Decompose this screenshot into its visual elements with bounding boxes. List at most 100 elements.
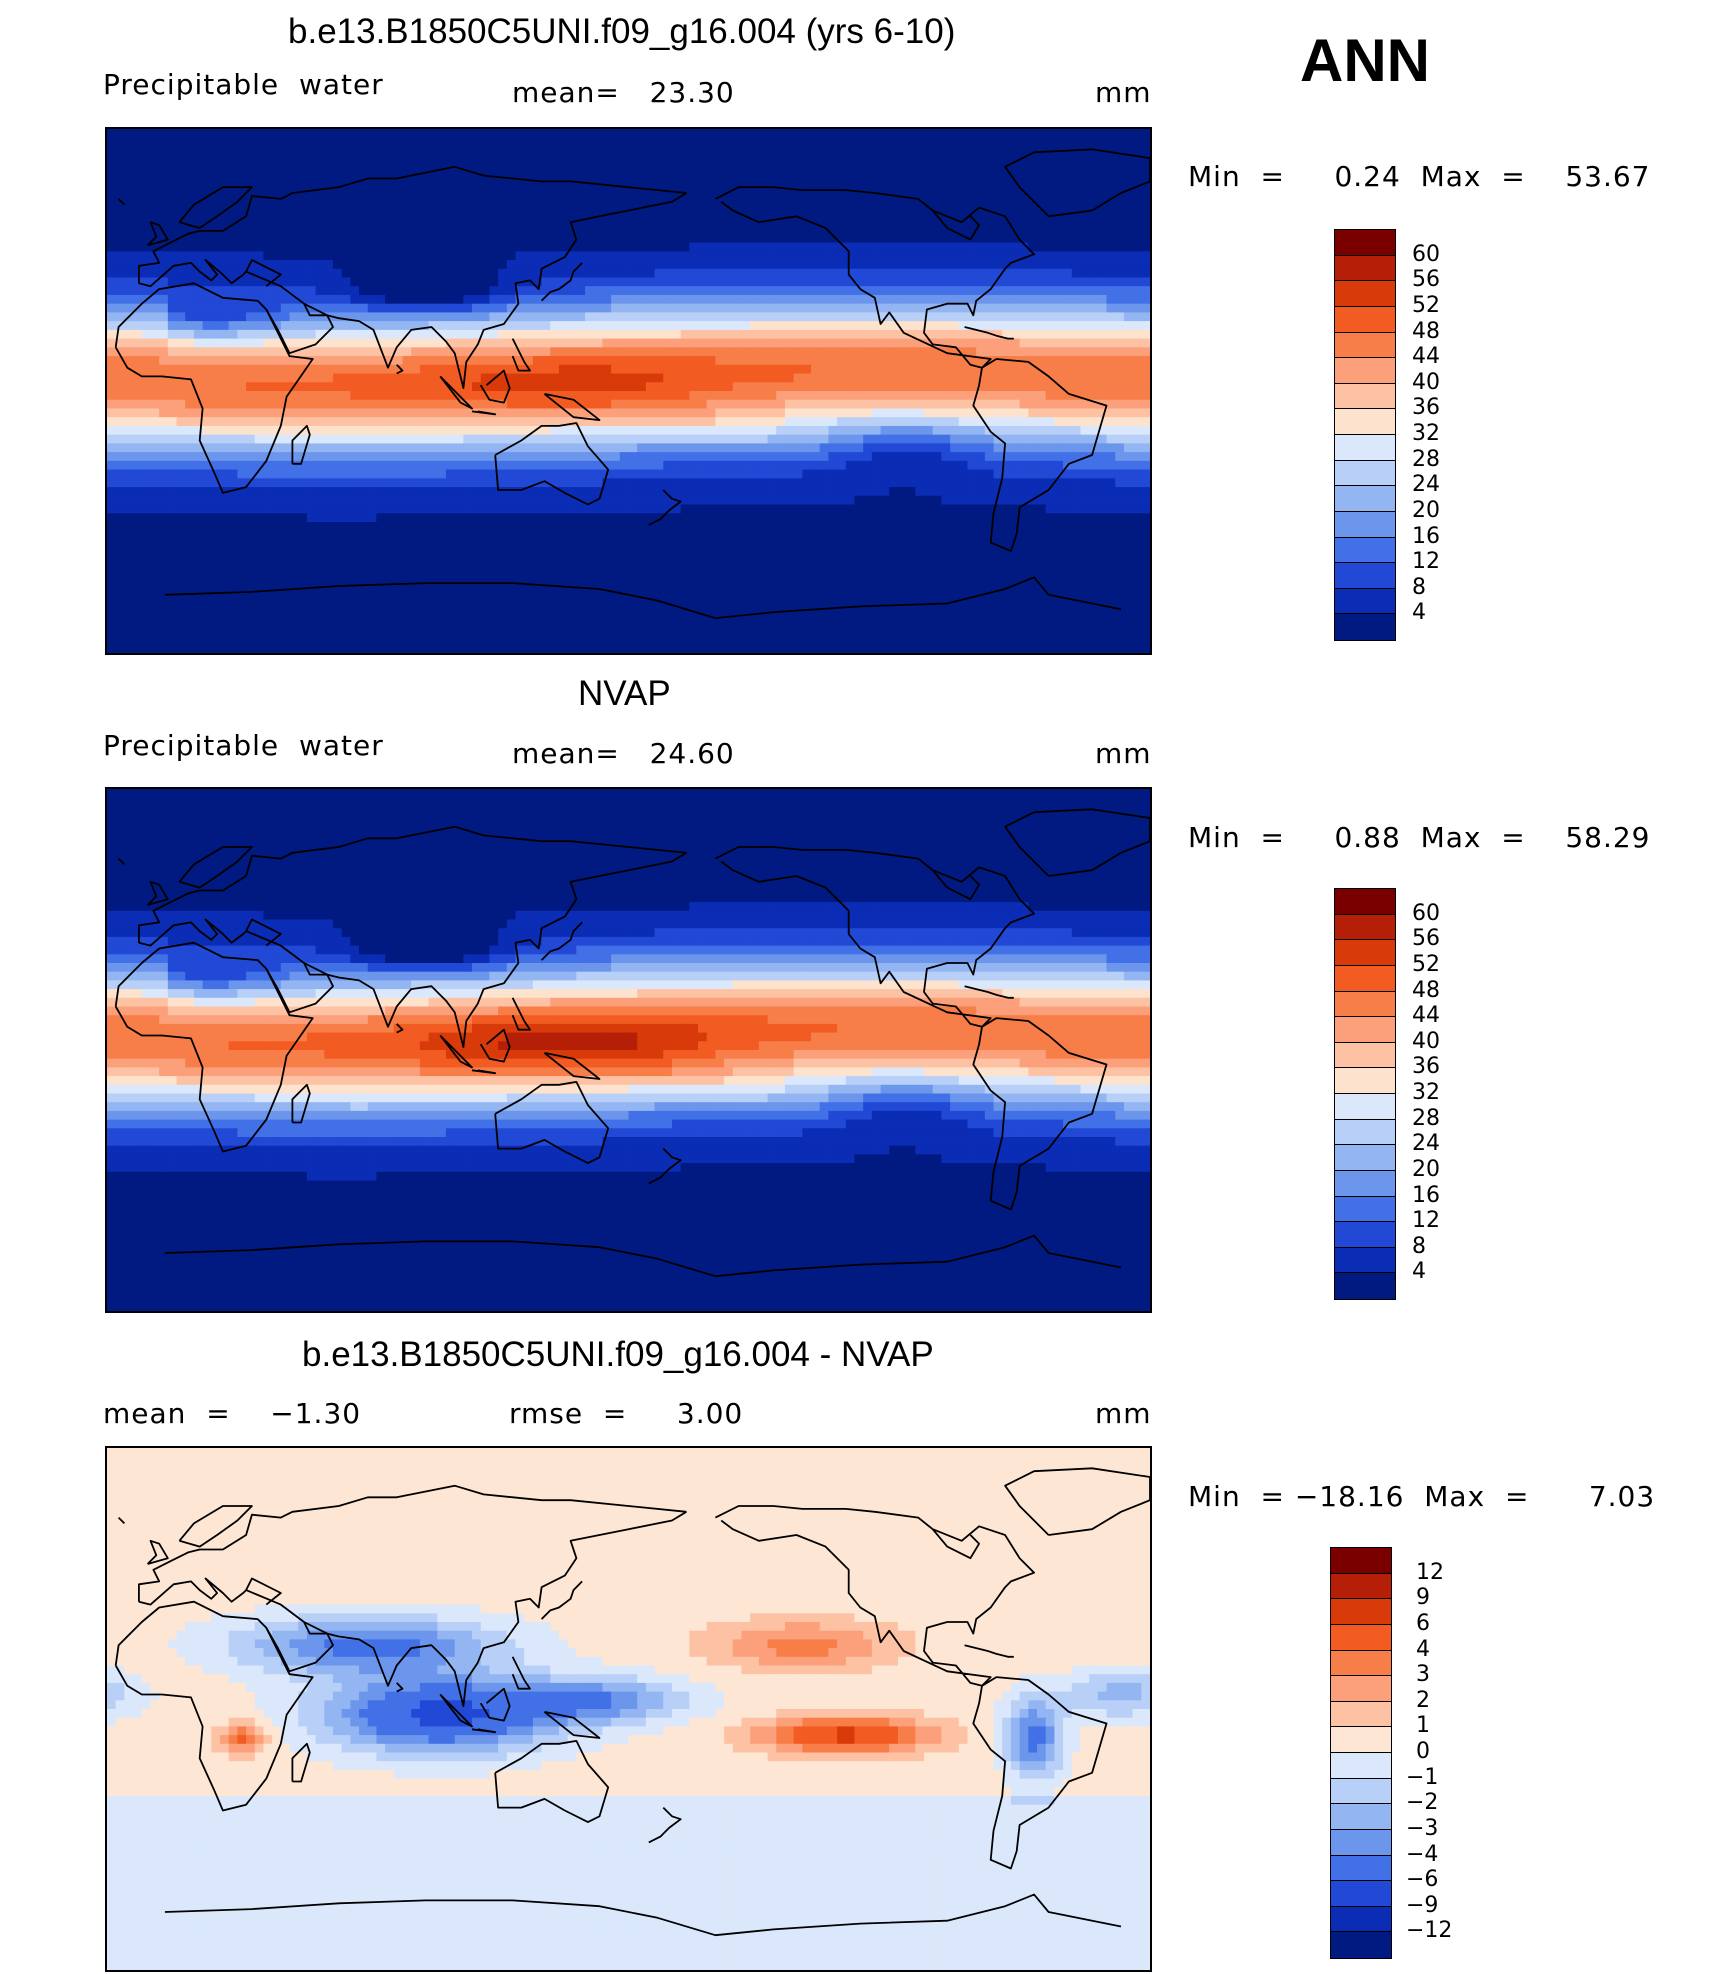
field-cell	[854, 277, 864, 287]
field-cell	[315, 487, 325, 497]
field-cell	[950, 286, 960, 296]
field-cell	[576, 277, 586, 287]
field-cell	[315, 181, 325, 191]
field-cell	[1002, 294, 1012, 305]
field-cell	[602, 487, 612, 497]
field-cell	[280, 303, 291, 313]
field-cell	[897, 137, 908, 148]
field-cell	[341, 469, 351, 479]
field-cell	[376, 233, 386, 244]
field-cell	[880, 321, 890, 331]
field-cell	[984, 469, 995, 479]
field-cell	[558, 242, 569, 252]
field-cell	[1028, 172, 1038, 182]
field-cell	[541, 364, 551, 375]
field-cell	[254, 163, 265, 174]
field-cell	[715, 260, 725, 270]
field-cell	[185, 321, 195, 331]
field-cell	[506, 347, 517, 357]
field-cell	[758, 434, 769, 444]
field-cell	[289, 242, 299, 252]
field-cell	[663, 268, 673, 279]
field-cell	[1106, 216, 1116, 226]
field-cell	[133, 478, 143, 488]
field-cell	[784, 198, 795, 209]
field-cell	[1123, 163, 1134, 174]
field-cell	[793, 207, 803, 217]
field-cell	[124, 321, 134, 331]
field-cell	[724, 277, 734, 287]
field-cell	[1028, 425, 1038, 436]
field-cell	[359, 163, 369, 174]
field-cell	[950, 356, 960, 366]
field-cell	[324, 321, 334, 331]
field-cell	[480, 294, 491, 305]
field-cell	[1028, 129, 1038, 139]
field-cell	[185, 391, 195, 401]
field-cell	[211, 391, 221, 401]
field-cell	[967, 242, 977, 252]
field-cell	[385, 294, 395, 305]
field-cell	[593, 487, 604, 497]
field-cell	[593, 382, 604, 392]
field-cell	[1115, 163, 1125, 174]
field-cell	[854, 347, 864, 357]
field-cell	[689, 417, 699, 427]
field-cell	[550, 268, 560, 279]
field-cell	[576, 391, 586, 401]
field-cell	[958, 356, 969, 366]
field-cell	[159, 286, 169, 296]
field-cell	[1141, 190, 1150, 200]
field-cell	[950, 163, 960, 174]
field-cell	[1010, 146, 1021, 156]
field-cell	[645, 329, 656, 340]
field-cell	[654, 260, 664, 270]
field-cell	[463, 312, 473, 322]
field-cell	[141, 417, 152, 427]
field-cell	[532, 425, 543, 436]
field-cell	[724, 329, 734, 340]
field-cell	[1037, 172, 1047, 182]
field-cell	[176, 443, 186, 453]
field-cell	[411, 216, 421, 226]
field-cell	[359, 364, 369, 375]
field-cell	[1123, 137, 1134, 148]
field-cell	[350, 469, 360, 479]
field-cell	[784, 207, 795, 217]
field-cell	[541, 268, 551, 279]
field-cell	[993, 294, 1003, 305]
field-cell	[558, 408, 569, 418]
field-cell	[159, 321, 169, 331]
field-cell	[463, 303, 473, 313]
field-cell	[367, 364, 378, 375]
field-cell	[863, 207, 873, 217]
field-cell	[845, 452, 856, 462]
field-cell	[897, 242, 908, 252]
field-cell	[776, 425, 786, 436]
field-cell	[211, 382, 221, 392]
field-cell	[993, 260, 1003, 270]
field-cell	[115, 356, 125, 366]
field-cell	[524, 260, 534, 270]
field-cell	[211, 417, 221, 427]
field-cell	[532, 268, 543, 279]
field-cell	[689, 469, 699, 479]
field-cell	[393, 155, 404, 165]
field-cell	[315, 338, 325, 348]
field-cell	[880, 146, 890, 156]
field-cell	[837, 155, 847, 165]
field-cell	[811, 268, 821, 279]
field-cell	[732, 321, 743, 331]
field-cell	[576, 172, 586, 182]
field-cell	[202, 425, 212, 436]
field-cell	[1028, 198, 1038, 209]
field-cell	[767, 163, 777, 174]
field-cell	[811, 137, 821, 148]
field-cell	[793, 277, 803, 287]
field-cell	[1002, 399, 1012, 410]
field-cell	[889, 417, 899, 427]
field-cell	[498, 198, 508, 209]
field-cell	[402, 233, 412, 244]
field-cell	[393, 469, 404, 479]
field-cell	[419, 129, 430, 139]
